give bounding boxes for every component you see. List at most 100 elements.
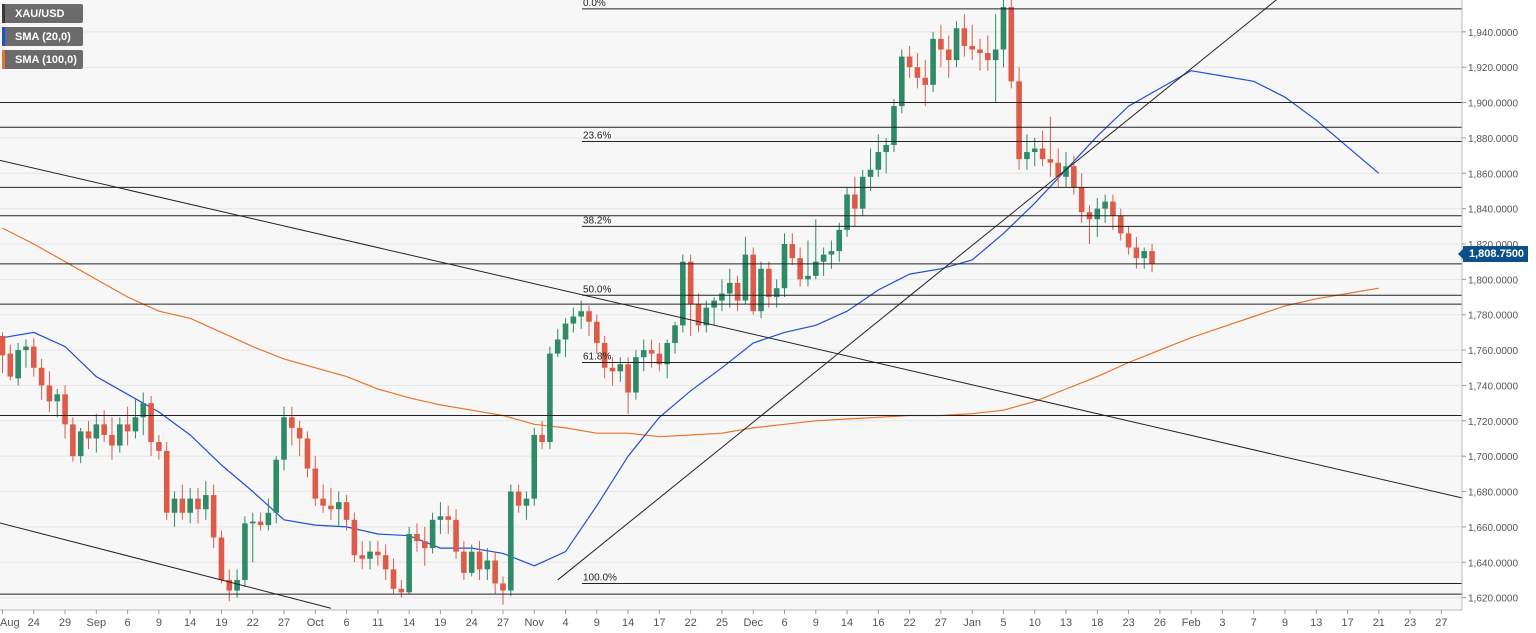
candle-49 [382,544,389,580]
candle-100 [781,233,788,298]
candle-110 [859,169,866,216]
candle-body-18 [140,403,147,418]
candle-body-67 [523,498,530,506]
legend-item-xauusd[interactable]: XAU/USD [2,4,83,23]
x-tick-label-26: 9 [813,617,819,629]
candle-10 [77,427,84,464]
candle-27 [210,484,217,549]
candle-144 [1125,226,1132,255]
candle-141 [1102,194,1108,223]
candle-4 [30,337,37,377]
legend-item-sma100[interactable]: SMA (100,0) [2,50,83,69]
candle-body-120 [938,38,944,50]
candle-34 [265,498,272,531]
candle-body-1 [7,353,14,377]
x-tick-label-20: 14 [622,617,634,629]
candle-body-49 [382,555,389,570]
candle-body-93 [726,282,733,294]
candle-87 [680,254,686,333]
candle-body-98 [766,268,772,298]
candle-body-145 [1133,247,1140,259]
x-tick-label-46: 27 [1435,617,1447,629]
x-tick-label-6: 14 [184,617,196,629]
candle-body-53 [414,533,420,542]
candle-body-133 [1039,148,1046,160]
candle-137 [1071,155,1077,195]
x-axis-panel [0,610,1462,633]
candle-0 [0,332,6,374]
candle-body-113 [883,144,889,153]
candle-50 [390,558,397,595]
x-tick-label-41: 9 [1282,617,1288,629]
candle-74 [578,300,584,329]
x-tick-label-11: 6 [344,617,350,629]
y-tick-label-12: 1,700.0000 [1468,452,1518,463]
candle-body-104 [812,261,819,276]
candle-body-25 [195,498,201,510]
legend: XAU/USD SMA (20,0) SMA (100,0) [2,4,83,69]
candle-78 [609,357,616,386]
candle-48 [375,541,381,566]
x-tick-label-2: 29 [59,617,71,629]
candle-47 [367,541,373,570]
candle-117 [914,53,921,89]
candle-71 [554,328,561,358]
candle-53 [414,523,420,552]
candle-63 [492,551,498,595]
x-tick-label-40: 7 [1251,617,1257,629]
candle-75 [586,305,592,336]
candle-body-55 [429,519,436,549]
candle-128 [1000,0,1007,68]
candle-body-135 [1055,162,1061,177]
candle-body-63 [492,560,498,584]
candle-body-142 [1110,201,1116,216]
candle-body-144 [1125,233,1132,248]
candle-109 [852,176,858,227]
legend-item-sma20[interactable]: SMA (20,0) [2,27,83,46]
candle-57 [445,505,452,534]
y-tick-label-4: 1,860.0000 [1468,169,1518,180]
candle-body-39 [304,438,311,469]
candle-body-22 [171,498,178,513]
candle-body-34 [265,512,272,526]
y-tick-label-9: 1,760.0000 [1468,346,1518,357]
candle-3 [23,339,29,368]
candle-9 [70,417,76,462]
candle-body-131 [1024,152,1030,160]
candle-body-87 [680,261,686,326]
candle-body-64 [500,583,506,591]
candle-body-101 [789,244,796,259]
candle-130 [1016,67,1022,170]
x-tick-label-3: Sep [87,617,107,629]
candle-147 [1149,244,1155,273]
candle-116 [906,45,913,78]
candle-body-42 [328,505,334,510]
candle-body-69 [539,434,545,443]
candle-body-103 [805,275,811,280]
fib-label-1: 23.6% [583,130,611,141]
candle-93 [726,268,733,308]
candle-body-33 [257,521,264,526]
candle-body-138 [1078,187,1085,213]
sma-100-path [2,227,1379,438]
x-tick-label-31: Jan [963,617,981,629]
candle-body-44 [343,502,350,520]
candle-138 [1078,173,1085,223]
candle-55 [429,512,436,554]
candle-42 [328,488,334,520]
candle-body-61 [476,551,483,570]
fib-label-3: 50.0% [583,284,611,295]
trendline-1 [0,522,332,609]
x-tick-label-23: 25 [716,617,728,629]
y-tick-label-10: 1,740.0000 [1468,381,1518,392]
candle-102 [797,247,803,287]
candle-16 [124,406,131,446]
candle-body-129 [1008,7,1015,82]
candle-20 [156,434,162,460]
x-tick-label-15: 24 [466,617,478,629]
candle-body-77 [601,343,608,368]
candle-143 [1117,208,1124,241]
x-tick-label-4: 6 [125,617,131,629]
x-tick-label-21: 17 [653,617,665,629]
